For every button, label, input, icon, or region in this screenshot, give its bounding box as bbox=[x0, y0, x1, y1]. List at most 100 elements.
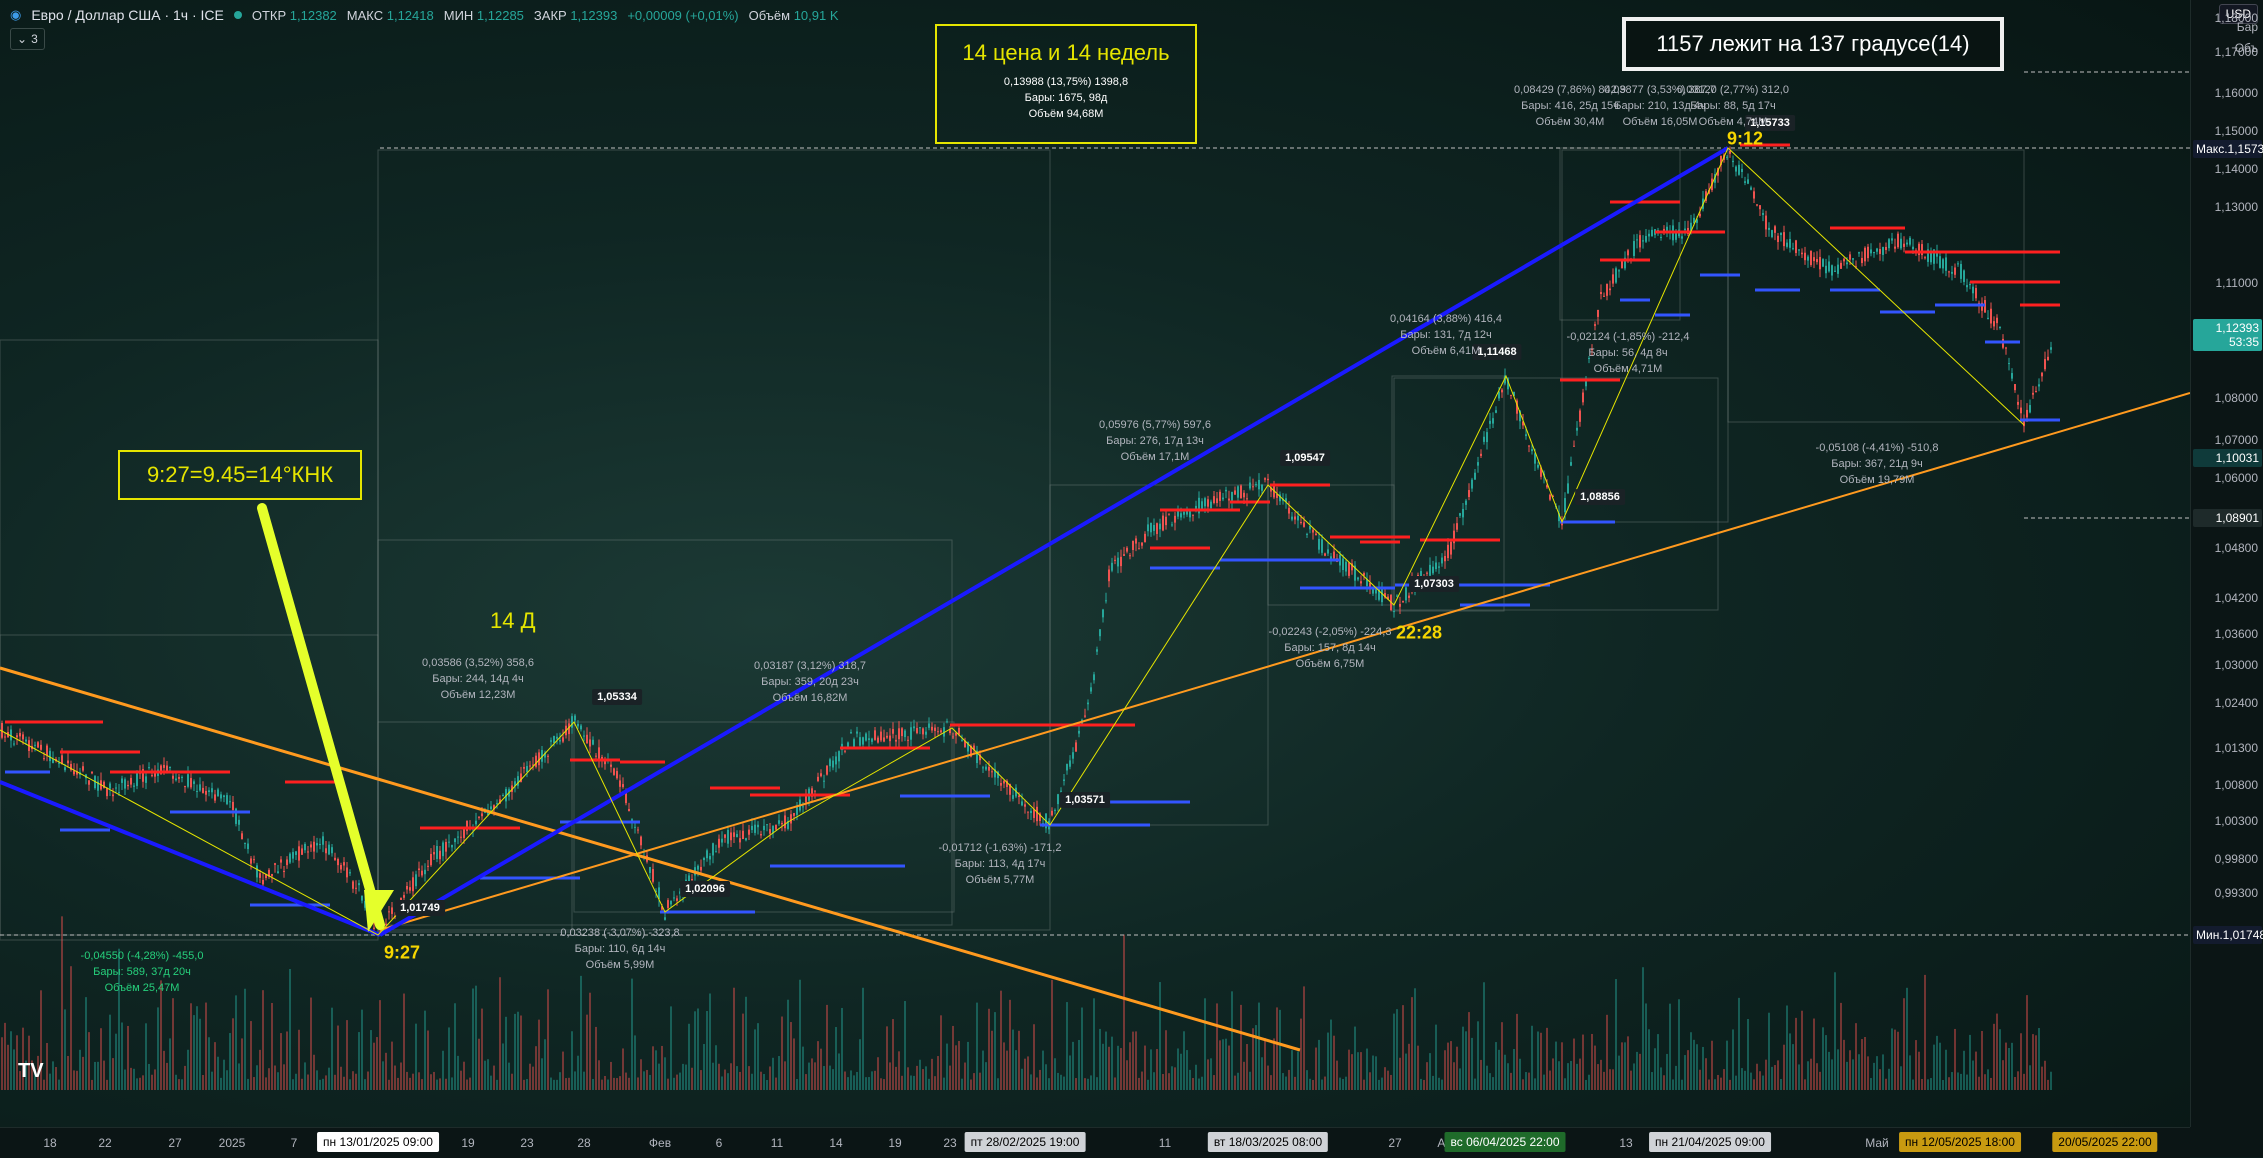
high-value: 1,12418 bbox=[386, 7, 434, 23]
price-tick: 1,06000 bbox=[2214, 471, 2258, 485]
top-box-title: 14 цена и 14 недель bbox=[962, 40, 1170, 65]
time-tick: 28 bbox=[577, 1136, 591, 1150]
time-badge: пн 13/01/2025 09:00 bbox=[317, 1132, 439, 1152]
time-tick: 2025 bbox=[218, 1136, 246, 1150]
time-badge: пн 12/05/2025 18:00 bbox=[1899, 1132, 2021, 1152]
close-label: ЗАКР bbox=[533, 7, 567, 23]
price-label-1-01749: 1,01749 bbox=[395, 900, 445, 916]
price-label-1-09547: 1,09547 bbox=[1280, 450, 1330, 466]
measure-stat: -0,04550 (-4,28%) -455,0 Бары: 589, 37д 2… bbox=[80, 950, 204, 994]
time-tick: 6 bbox=[715, 1136, 723, 1150]
time-badge: 20/05/2025 22:00 bbox=[2052, 1132, 2158, 1152]
measure-stat: 0,03120 (2,77%) 312,0 Бары: 88, 5д 17ч Объ… bbox=[1677, 84, 1789, 128]
measure-stat: 0,08429 (7,86%) 842,9 Бары: 416, 25д 15ч О… bbox=[1514, 84, 1626, 128]
time-badge: вс 06/04/2025 22:00 bbox=[1444, 1132, 1566, 1152]
high-label: МАКС bbox=[346, 7, 384, 23]
price-tick: 0,99800 bbox=[2214, 852, 2258, 866]
time-label-912: 9:12 bbox=[1726, 128, 1764, 149]
time-tick: 14 bbox=[829, 1136, 843, 1150]
price-label-1-03571: 1,03571 bbox=[1060, 792, 1110, 808]
low-label: МИН bbox=[443, 7, 474, 23]
last-price-badge: 1,12393 53:35 bbox=[2193, 319, 2262, 351]
open-value: 1,12382 bbox=[289, 7, 337, 23]
currency-button[interactable]: USD bbox=[2218, 4, 2258, 24]
symbol-logo-icon: ◉ bbox=[10, 7, 22, 22]
measure-stat: -0,01712 (-1,63%) -171,2 Бары: 113, 4д 17… bbox=[938, 842, 1062, 886]
price-tick: 1,00800 bbox=[2214, 778, 2258, 792]
price-tick: 0,99300 bbox=[2214, 886, 2258, 900]
price-label-1-08856: 1,08856 bbox=[1575, 489, 1625, 505]
right-box-text: 1157 лежит на 137 градусе(14) bbox=[1656, 31, 1970, 56]
price-tick: 1,13000 bbox=[2214, 200, 2258, 214]
volume-label: Объём bbox=[748, 7, 791, 23]
measure-stat: 0,04164 (3,88%) 416,4 Бары: 131, 7д 12ч Об… bbox=[1390, 313, 1502, 357]
time-label-927: 9:27 bbox=[383, 942, 421, 963]
close-value: 1,12393 bbox=[570, 7, 618, 23]
time-label-2228: 22:28 bbox=[1395, 622, 1443, 643]
top-annotation-box[interactable]: 14 цена и 14 недель 0,13988 (13,75%) 139… bbox=[935, 24, 1197, 144]
level-badge-1-10031: 1,10031 bbox=[2193, 449, 2262, 467]
trend-lines bbox=[0, 146, 2190, 1052]
market-status-icon bbox=[233, 11, 242, 19]
time-tick: 19 bbox=[888, 1136, 902, 1150]
price-tick: 1,03000 bbox=[2214, 658, 2258, 672]
indicators-toggle-button[interactable]: ⌄ 3 bbox=[10, 28, 45, 50]
chevron-down-icon: ⌄ bbox=[17, 32, 28, 46]
label-14d: 14 Д bbox=[490, 608, 536, 633]
measure-stat: -0,02243 (-2,05%) -224,3 Бары: 157, 8д 14… bbox=[1268, 626, 1392, 670]
price-tick: 1,16000 bbox=[2214, 86, 2258, 100]
measure-stat: 0,03586 (3,52%) 358,6 Бары: 244, 14д 4ч Об… bbox=[422, 657, 534, 701]
time-tick: Май bbox=[1865, 1136, 1889, 1150]
price-label-1-05334: 1,05334 bbox=[592, 689, 642, 705]
time-badge: пн 21/04/2025 09:00 bbox=[1649, 1132, 1771, 1152]
price-axis[interactable]: USD Бар Объ 1,18000 1,17000 1,16000 1,15000… bbox=[2190, 0, 2263, 1127]
measure-stat: -0,05108 (-4,41%) -510,8 Бары: 367, 21д 9… bbox=[1815, 442, 1939, 486]
left-annotation-box[interactable]: 9:27=9.45=14°КНК bbox=[118, 450, 362, 500]
top-box-line1: 0,13988 (13,75%) 1398,8 bbox=[1003, 76, 1129, 88]
time-badge: пт 28/02/2025 19:00 bbox=[964, 1132, 1086, 1152]
measure-stat: -0,02124 (-1,85%) -212,4 Бары: 56, 4д 8ч О… bbox=[1566, 331, 1690, 375]
time-tick: Фев bbox=[648, 1136, 672, 1150]
axis-corner bbox=[2190, 1127, 2263, 1157]
price-axis-top-label: Объ bbox=[2234, 41, 2258, 55]
price-label-1-11468: 1,11468 bbox=[1472, 344, 1522, 360]
support-resistance-levels bbox=[5, 143, 2060, 914]
right-annotation-box[interactable]: 1157 лежит на 137 градусе(14) bbox=[1622, 17, 2004, 71]
price-tick: 1,17000 bbox=[2214, 45, 2258, 59]
tradingview-logo-icon[interactable]: TV bbox=[18, 1060, 44, 1082]
price-tick: 1,04200 bbox=[2214, 591, 2258, 605]
time-tick: 19 bbox=[461, 1136, 475, 1150]
symbol-legend[interactable]: ◉ Евро / Доллар США · 1ч · ICE ОТКР 1,12… bbox=[10, 4, 839, 26]
change-value: +0,00009 (+0,01%) bbox=[627, 7, 739, 23]
time-tick: 7 bbox=[290, 1136, 298, 1150]
measure-stat: 0,03187 (3,12%) 318,7 Бары: 359, 20д 23ч О… bbox=[754, 660, 866, 704]
time-tick: 27 bbox=[1388, 1136, 1402, 1150]
min-price-badge: Мин. 1,01748 bbox=[2193, 926, 2263, 944]
price-tick: 1,01300 bbox=[2214, 741, 2258, 755]
time-tick: 11 bbox=[770, 1136, 784, 1150]
symbol-title[interactable]: Евро / Доллар США · 1ч · ICE bbox=[31, 7, 224, 23]
time-tick: 11 bbox=[1158, 1136, 1172, 1150]
price-tick: 1,08000 bbox=[2214, 391, 2258, 405]
price-label-1-07303: 1,07303 bbox=[1409, 576, 1459, 592]
time-tick: 18 bbox=[43, 1136, 57, 1150]
open-label: ОТКР bbox=[251, 7, 287, 23]
price-tick: 1,00300 bbox=[2214, 814, 2258, 828]
time-tick: 23 bbox=[943, 1136, 957, 1150]
price-tick: 1,14000 bbox=[2214, 162, 2258, 176]
measure-stat: 0,03238 (-3,07%) -323,8 Бары: 110, 6д 14ч… bbox=[560, 927, 680, 971]
price-chart-svg[interactable] bbox=[0, 0, 2190, 1127]
price-tick: 1,18000 bbox=[2214, 11, 2258, 25]
measure-stat: 0,03877 (3,53%) 387,7 Бары: 210, 13д 4ч Об… bbox=[1604, 84, 1716, 128]
price-tick: 1,15000 bbox=[2214, 124, 2258, 138]
measure-stat: 0,05976 (5,77%) 597,6 Бары: 276, 17д 13ч О… bbox=[1099, 419, 1211, 463]
top-box-line3: Объём 94,68M bbox=[1028, 108, 1104, 120]
time-tick: 27 bbox=[168, 1136, 182, 1150]
volume-value: 10,91 K bbox=[793, 7, 839, 23]
level-badge-1-08901: 1,08901 bbox=[2193, 509, 2262, 527]
time-axis[interactable]: 18222720257192328Фев6111419231127Апр13Ма… bbox=[0, 1127, 2190, 1158]
max-price-badge: Макс.1,15733 bbox=[2193, 140, 2263, 158]
time-tick: 13 bbox=[1619, 1136, 1633, 1150]
chart-area[interactable]: ◉ Евро / Доллар США · 1ч · ICE ОТКР 1,12… bbox=[0, 0, 2190, 1127]
price-axis-top-label: Бар bbox=[2236, 20, 2258, 34]
